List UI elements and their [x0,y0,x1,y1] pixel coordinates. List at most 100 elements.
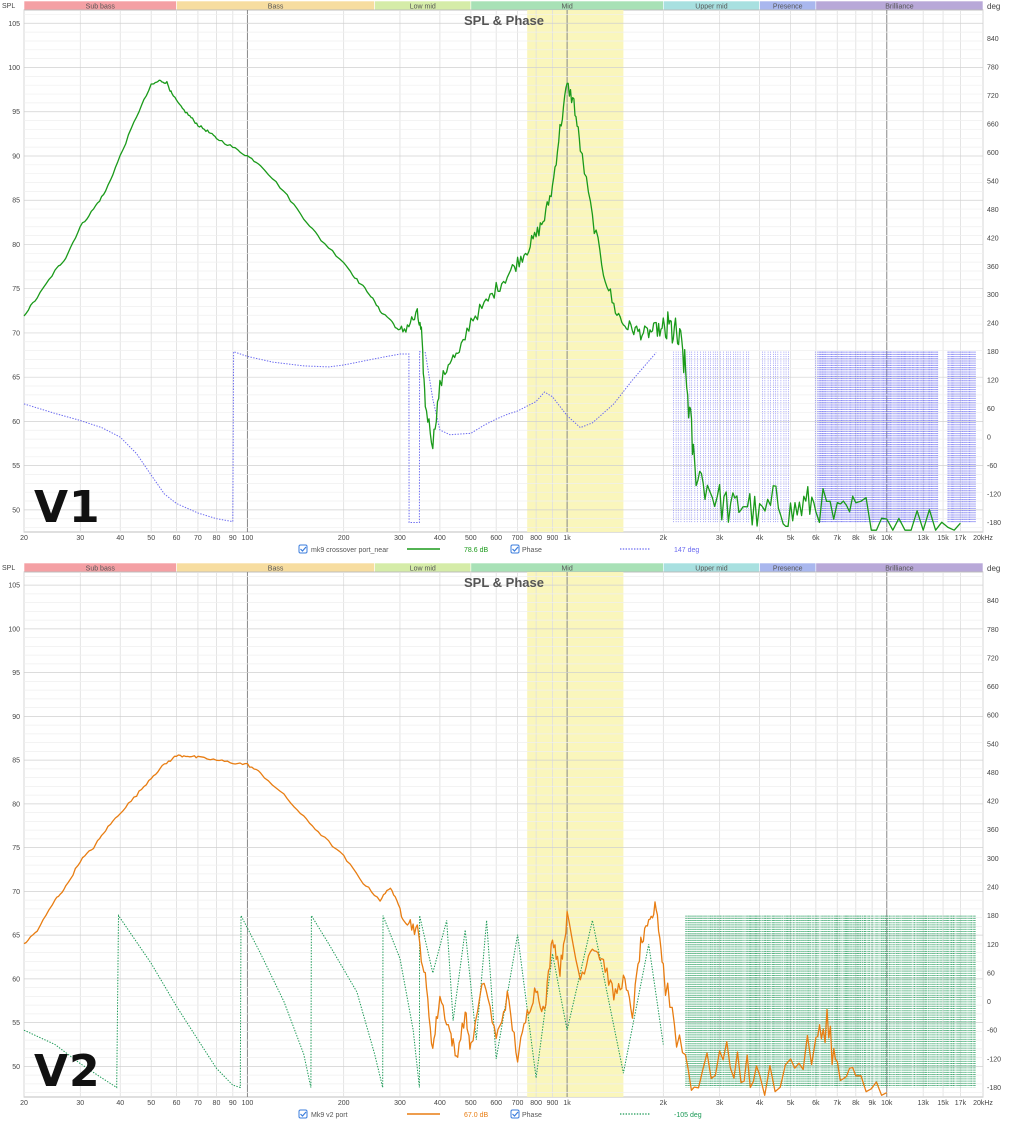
y-tick-label-0: 50 [12,1064,20,1071]
y-tick-label-4: 70 [12,330,20,337]
x-tick-label-27: 13k [918,1100,930,1107]
x-tick-label-27: 13k [918,535,930,542]
x-tick-label-17: 1k [563,535,571,542]
version-label-v1: V1 [34,482,101,533]
x-tick-label-4: 60 [173,1100,181,1107]
y2-tick-label-1: -120 [987,1056,1001,1063]
y-tick-label-8: 90 [12,153,20,160]
x-tick-label-1: 30 [76,1100,84,1107]
x-tick-label-12: 500 [465,1100,477,1107]
x-tick-label-16: 900 [547,1100,559,1107]
x-tick-label-7: 90 [229,1100,237,1107]
y-tick-label-2: 60 [12,976,20,983]
spl-series-line [23,754,888,1096]
chart-title: SPL & Phase [464,575,544,590]
y2-tick-label-17: 840 [987,36,999,43]
y2-tick-label-13: 600 [987,150,999,157]
x-tick-label-20: 4k [756,1100,764,1107]
y2-tick-label-6: 180 [987,349,999,356]
x-tick-label-19: 3k [716,1100,724,1107]
y2-tick-label-10: 420 [987,235,999,242]
legend-phase-name: Phase [522,547,542,554]
check-icon [300,546,307,552]
y2-tick-label-3: 0 [987,435,991,442]
check-icon [512,546,519,552]
band-label-0: Sub bass [86,4,116,11]
y2-tick-label-11: 480 [987,207,999,214]
y2-tick-label-1: -120 [987,492,1001,499]
y2-tick-label-15: 720 [987,655,999,662]
y-tick-label-7: 85 [12,198,20,205]
y2-tick-label-13: 600 [987,713,999,720]
x-tick-label-15: 800 [530,535,542,542]
band-label-5: Presence [773,4,803,11]
legend-phase-name: Phase [522,1112,542,1119]
y2-tick-label-7: 240 [987,885,999,892]
x-tick-label-11: 400 [434,535,446,542]
plot-area [23,571,984,1098]
x-tick-label-13: 600 [490,535,502,542]
band-label-2: Low mid [410,4,436,11]
y-tick-label-1: 55 [12,463,20,470]
deg-axis-label: deg [987,564,1000,573]
y-tick-label-1: 55 [12,1020,20,1027]
spl-series-line [23,79,961,531]
y-tick-label-6: 80 [12,242,20,249]
check-icon [300,1111,307,1117]
x-tick-label-16: 900 [547,535,559,542]
band-label-3: Mid [561,566,572,573]
x-tick-label-30: 20kHz [973,1100,993,1107]
chart-title: SPL & Phase [464,13,544,28]
deg-axis-label: deg [987,2,1000,11]
y-tick-label-3: 65 [12,933,20,940]
band-label-3: Mid [561,4,572,11]
x-tick-label-13: 600 [490,1100,502,1107]
legend-phase-value: -105 deg [674,1112,702,1119]
y2-tick-label-2: -60 [987,1028,997,1035]
band-label-6: Brilliance [885,566,914,573]
x-tick-label-14: 700 [512,1100,524,1107]
check-icon [512,1111,519,1117]
x-tick-label-0: 20 [20,535,28,542]
x-tick-label-1: 30 [76,535,84,542]
legend-phase-value: 147 deg [674,547,699,554]
y-tick-label-5: 75 [12,845,20,852]
y2-tick-label-8: 300 [987,856,999,863]
x-tick-label-25: 9k [868,535,876,542]
x-tick-label-6: 80 [213,535,221,542]
legend-trace-name: Mk9 v2 port [311,1112,348,1119]
legend-checkbox-trace [298,544,308,554]
y2-tick-label-2: -60 [987,463,997,470]
y2-tick-label-17: 840 [987,598,999,605]
x-tick-label-20: 4k [756,535,764,542]
legend-trace-value: 67.0 dB [464,1112,488,1119]
y2-tick-label-9: 360 [987,264,999,271]
band-label-1: Bass [268,4,284,11]
y2-tick-label-0: -180 [987,1085,1001,1092]
y2-tick-label-5: 120 [987,942,999,949]
x-tick-label-26: 10k [881,535,893,542]
legend-checkbox-phase [510,1109,520,1119]
y2-tick-label-5: 120 [987,378,999,385]
x-tick-label-0: 20 [20,1100,28,1107]
x-tick-label-25: 9k [868,1100,876,1107]
x-tick-label-10: 300 [394,535,406,542]
y2-tick-label-10: 420 [987,799,999,806]
y-tick-label-11: 105 [8,583,20,590]
spl-phase-chart-2: Sub bass Bass Low mid Mid Upper mid Presence B… [2,562,1001,1119]
y-gridlines [24,14,983,528]
y2-tick-label-11: 480 [987,770,999,777]
x-tick-label-26: 10k [881,1100,893,1107]
y-tick-label-3: 65 [12,375,20,382]
x-tick-label-11: 400 [434,1100,446,1107]
phase-series-line [23,351,657,523]
x-tick-label-15: 800 [530,1100,542,1107]
y-tick-label-9: 95 [12,670,20,677]
y-tick-label-4: 70 [12,889,20,896]
y2-tick-label-8: 300 [987,292,999,299]
y-tick-label-6: 80 [12,801,20,808]
y2-tick-label-16: 780 [987,64,999,71]
x-tick-label-18: 2k [660,535,668,542]
legend-checkbox-phase [510,544,520,554]
x-tick-label-8: 100 [242,1100,254,1107]
